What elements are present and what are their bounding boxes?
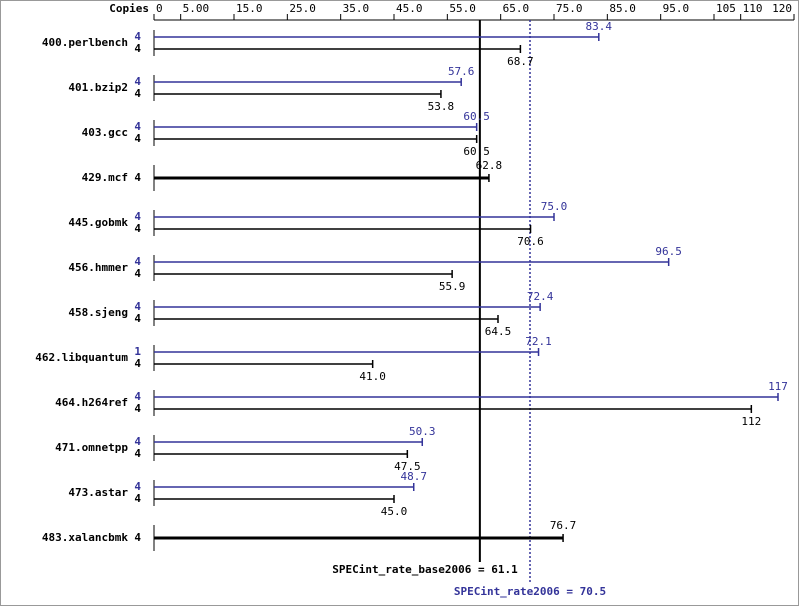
value-label: 83.4 xyxy=(586,20,613,33)
value-label: 53.8 xyxy=(428,100,455,113)
copies-label: 4 xyxy=(134,75,141,88)
benchmark-label: 429.mcf xyxy=(82,171,128,184)
value-label: 117 xyxy=(768,380,788,393)
value-label: 50.3 xyxy=(409,425,436,438)
benchmark-label: 445.gobmk xyxy=(68,216,128,229)
value-label: 47.5 xyxy=(394,460,421,473)
benchmark-label: 483.xalancbmk xyxy=(42,531,128,544)
x-tick-label: 95.0 xyxy=(663,2,690,15)
x-tick-label: 110 xyxy=(743,2,763,15)
value-label: 41.0 xyxy=(359,370,386,383)
x-tick-label: 105 xyxy=(716,2,736,15)
copies-label: 4 xyxy=(134,87,141,100)
x-tick-label: 0 xyxy=(156,2,163,15)
x-tick-label: 55.0 xyxy=(449,2,476,15)
benchmark-label: 458.sjeng xyxy=(68,306,128,319)
benchmark-label: 403.gcc xyxy=(82,126,128,139)
x-tick-label: 120 xyxy=(772,2,792,15)
x-tick-label: 65.0 xyxy=(503,2,529,15)
value-label: 48.7 xyxy=(400,470,427,483)
x-tick-label: 5.00 xyxy=(183,2,210,15)
copies-label: 4 xyxy=(134,222,141,235)
value-label: 70.6 xyxy=(517,235,544,248)
copies-header: Copies xyxy=(109,2,149,15)
benchmark-label: 456.hmmer xyxy=(68,261,128,274)
value-label: 45.0 xyxy=(381,505,408,518)
reference-label: SPECint_rate2006 = 70.5 xyxy=(454,585,606,598)
copies-label: 4 xyxy=(134,435,141,448)
copies-label: 4 xyxy=(134,531,141,544)
x-tick-label: 15.0 xyxy=(236,2,263,15)
value-label: 68.7 xyxy=(507,55,534,68)
x-tick-label: 85.0 xyxy=(609,2,636,15)
value-label: 60.5 xyxy=(463,110,490,123)
x-tick-label: 35.0 xyxy=(343,2,370,15)
value-label: 76.7 xyxy=(550,519,577,532)
x-tick-label: 45.0 xyxy=(396,2,423,15)
copies-label: 4 xyxy=(134,171,141,184)
benchmark-label: 471.omnetpp xyxy=(55,441,128,454)
copies-label: 4 xyxy=(134,357,141,370)
copies-label: 4 xyxy=(134,267,141,280)
value-label: 60.5 xyxy=(463,145,490,158)
copies-label: 4 xyxy=(134,492,141,505)
value-label: 112 xyxy=(741,415,761,428)
x-tick-label: 75.0 xyxy=(556,2,583,15)
x-tick-label: 25.0 xyxy=(289,2,316,15)
value-label: 72.4 xyxy=(527,290,554,303)
copies-label: 4 xyxy=(134,300,141,313)
value-label: 64.5 xyxy=(485,325,512,338)
benchmark-label: 400.perlbench xyxy=(42,36,128,49)
reference-label: SPECint_rate_base2006 = 61.1 xyxy=(332,563,518,576)
copies-label: 4 xyxy=(134,30,141,43)
copies-label: 4 xyxy=(134,390,141,403)
benchmark-label: 401.bzip2 xyxy=(68,81,128,94)
copies-label: 4 xyxy=(134,447,141,460)
copies-label: 4 xyxy=(134,120,141,133)
copies-label: 4 xyxy=(134,210,141,223)
benchmark-label: 464.h264ref xyxy=(55,396,128,409)
copies-label: 4 xyxy=(134,132,141,145)
copies-label: 4 xyxy=(134,255,141,268)
copies-label: 4 xyxy=(134,312,141,325)
value-label: 75.0 xyxy=(541,200,568,213)
copies-label: 4 xyxy=(134,402,141,415)
benchmark-label: 462.libquantum xyxy=(35,351,128,364)
copies-label: 1 xyxy=(134,345,141,358)
copies-label: 4 xyxy=(134,42,141,55)
value-label: 62.8 xyxy=(476,159,503,172)
value-label: 72.1 xyxy=(525,335,552,348)
value-label: 96.5 xyxy=(655,245,682,258)
value-label: 57.6 xyxy=(448,65,475,78)
benchmark-label: 473.astar xyxy=(68,486,128,499)
value-label: 55.9 xyxy=(439,280,466,293)
copies-label: 4 xyxy=(134,480,141,493)
